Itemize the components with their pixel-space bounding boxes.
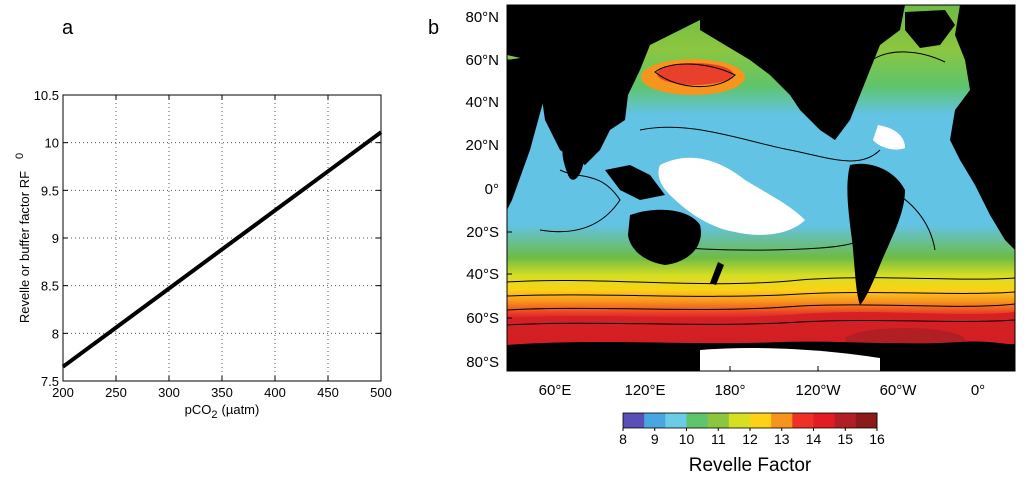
colorbar-segment (771, 413, 793, 428)
colorbar-segment (792, 413, 814, 428)
india-landmass (562, 140, 584, 180)
lat-tick-label: 20°S (466, 224, 499, 241)
colorbar-segment (834, 413, 857, 428)
y-tick-label: 9.5 (41, 183, 59, 198)
colorbar-segment (665, 413, 687, 428)
lat-tick-label: 40°S (466, 266, 499, 283)
europe-africa-landmass (950, 5, 1015, 250)
lon-tick-label: 60°W (880, 382, 918, 399)
lat-tick-label: 80°S (466, 354, 499, 371)
revelle-line-chart: 200 250 300 350 400 450 500 7.5 8 8.5 9 9.5 10 10.5 p… (14, 88, 392, 421)
colorbar-segment (728, 413, 751, 428)
southeast-asia-islands (605, 165, 665, 200)
lat-tick-label: 0° (485, 181, 499, 198)
y-tick-label: 10.5 (34, 88, 59, 103)
colorbar-segment (707, 413, 730, 428)
x-tick-label: 450 (317, 385, 339, 400)
plot-a-grid (63, 95, 381, 381)
colorbar-tick-label: 12 (742, 431, 758, 447)
map-frame (506, 4, 1016, 372)
lon-tick-label: 60°E (539, 382, 572, 399)
lon-tick-label: 180° (714, 382, 745, 399)
lon-tick-label: 0° (971, 382, 985, 399)
north-america-landmass (700, 5, 905, 140)
lat-tick-label: 40°N (465, 94, 499, 111)
australia-landmass (628, 209, 701, 265)
colorbar-tick-label: 10 (679, 431, 695, 447)
x-tick-label: 400 (264, 385, 286, 400)
x-tick-label: 300 (158, 385, 180, 400)
lat-tick-label: 60°N (465, 52, 499, 69)
north-pacific-core (657, 63, 733, 85)
colorbar (622, 412, 878, 429)
pacific-low-white (658, 157, 805, 235)
longitude-ticks: 60°E 120°E 180° 120°W 60°W 0° (539, 366, 985, 399)
panel-label-a: a (62, 17, 74, 39)
africa-landmass (507, 55, 545, 210)
panel-label-b: b (428, 17, 440, 39)
y-tick-label: 8 (52, 326, 59, 341)
lat-tick-label: 20°N (465, 137, 499, 154)
plot-a-ticks: 200 250 300 350 400 450 500 7.5 8 8.5 9 9.5 10 10.5 (34, 88, 392, 400)
colorbar-tick-label: 15 (837, 431, 853, 447)
y-tick-label: 10 (45, 136, 59, 151)
x-tick-label: 200 (52, 385, 74, 400)
colorbar-tick-labels: 8 9 10 11 12 13 14 15 16 (619, 428, 885, 447)
greenland-landmass (905, 10, 955, 48)
colorbar-tick-label: 9 (651, 431, 659, 447)
y-tick-label: 7.5 (41, 374, 59, 389)
colorbar-segment (644, 413, 666, 428)
colorbar-tick-label: 16 (869, 431, 885, 447)
colorbar-tick-label: 8 (619, 431, 627, 447)
lon-tick-label: 120°W (795, 382, 841, 399)
new-zealand-landmass (710, 262, 724, 285)
colorbar-segment (813, 413, 836, 428)
map-body (507, 5, 1015, 371)
x-tick-label: 250 (105, 385, 127, 400)
latitude-ticks: 80°N 60°N 40°N 20°N 0° 20°S 40°S 60°S 80°S (465, 9, 512, 371)
y-tick-label: 9 (52, 231, 59, 246)
x-axis-label: pCO2 (µatm) (185, 402, 260, 421)
colorbar-segment (750, 413, 772, 428)
atlantic-low-white (873, 125, 905, 150)
x-tick-label: 350 (211, 385, 233, 400)
colorbar-tick-label: 11 (711, 431, 726, 447)
lat-tick-label: 60°S (466, 310, 499, 327)
y-axis-label: Revelle or buffer factor RF0 (14, 153, 32, 323)
y-tick-label: 8.5 (41, 279, 59, 294)
lat-tick-label: 80°N (465, 9, 499, 26)
revelle-series-line (61, 130, 383, 369)
colorbar-segment (623, 413, 645, 428)
colorbar-title: Revelle Factor (689, 455, 812, 476)
lon-tick-label: 120°E (624, 382, 665, 399)
colorbar-segment (855, 413, 878, 428)
south-america-landmass (847, 163, 905, 305)
colorbar-segment (686, 413, 709, 428)
x-tick-label: 500 (370, 385, 392, 400)
eurasia-landmass (507, 5, 700, 165)
colorbar-tick-label: 13 (774, 431, 790, 447)
antarctic-ice (700, 347, 880, 371)
colorbar-tick-label: 14 (806, 431, 822, 447)
